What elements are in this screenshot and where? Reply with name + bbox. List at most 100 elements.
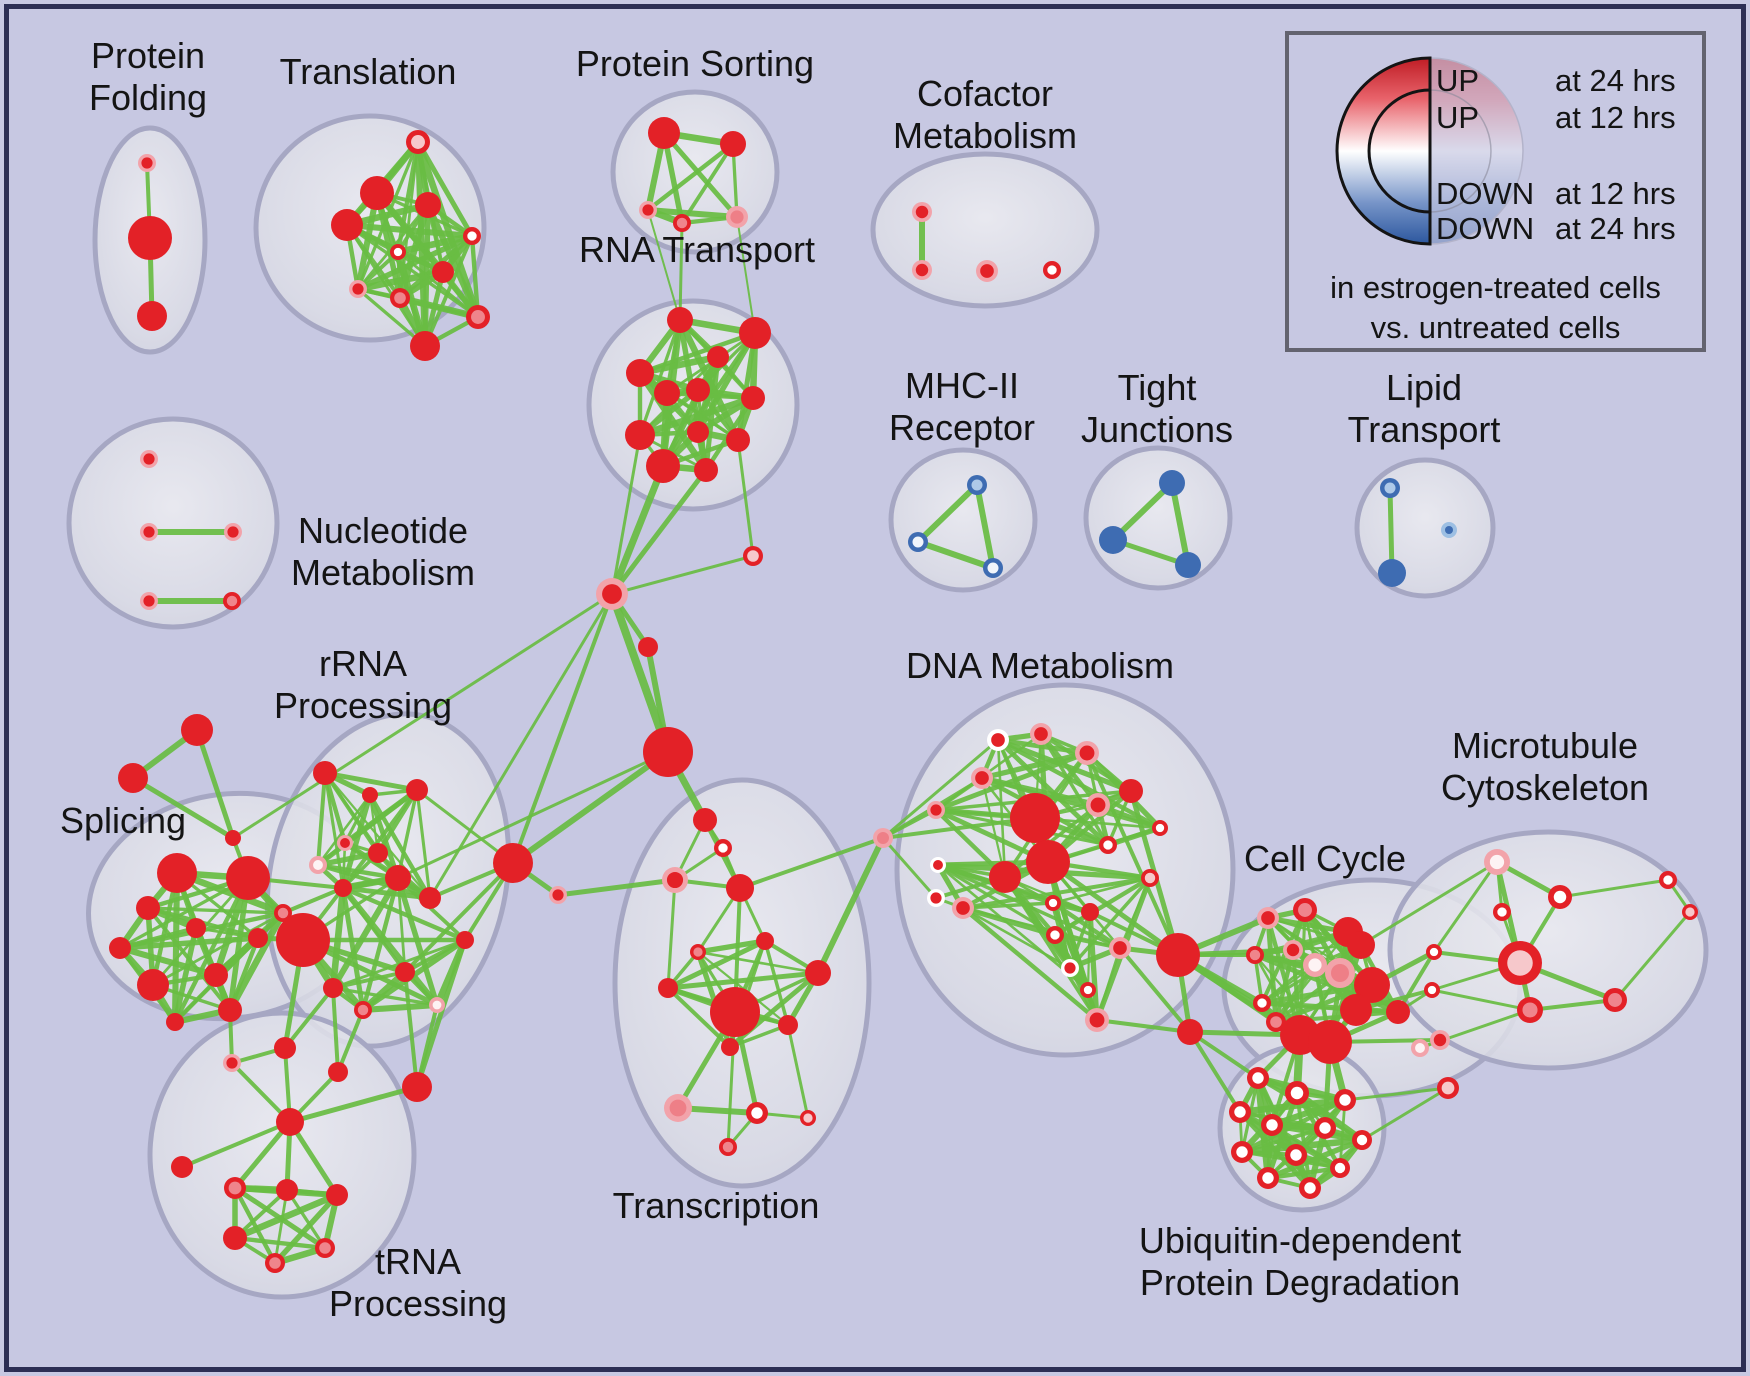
network-node-tn8 bbox=[326, 1184, 348, 1206]
network-node-rt4 bbox=[686, 378, 710, 402]
network-node-sp6 bbox=[204, 963, 228, 987]
network-node-core-dm18 bbox=[1083, 985, 1093, 995]
cluster-label-mhc: Receptor bbox=[889, 407, 1035, 448]
network-node-tg2 bbox=[225, 830, 241, 846]
network-node-ps0 bbox=[648, 117, 680, 149]
legend-direction-label: UP bbox=[1436, 100, 1480, 135]
network-edge bbox=[415, 788, 432, 900]
network-node-rt2 bbox=[626, 359, 654, 387]
network-node-rt1 bbox=[739, 317, 771, 349]
network-node-core-dm17 bbox=[1050, 930, 1060, 940]
network-node-dm6 bbox=[1026, 840, 1070, 884]
network-edge bbox=[339, 884, 441, 1009]
network-node-dm14 bbox=[1081, 903, 1099, 921]
network-edge bbox=[354, 268, 447, 293]
network-edge bbox=[1432, 860, 1499, 954]
network-edge bbox=[194, 727, 236, 841]
network-node-cc7 bbox=[1347, 931, 1375, 959]
network-edge bbox=[881, 738, 1000, 840]
cluster-label-cm: Metabolism bbox=[893, 115, 1077, 156]
network-node-core-tn6 bbox=[228, 1181, 242, 1195]
network-edge bbox=[396, 876, 407, 974]
network-edge bbox=[1038, 731, 1101, 808]
network-edge bbox=[116, 944, 220, 979]
network-node-core-lt1 bbox=[1445, 526, 1453, 534]
network-node-core-lt0 bbox=[1384, 482, 1396, 494]
network-edge bbox=[915, 539, 996, 571]
network-edge bbox=[118, 876, 250, 950]
network-edge bbox=[695, 938, 768, 955]
cluster-label-ub: Ubiquitin-dependent bbox=[1139, 1220, 1461, 1261]
network-node-core-cc3 bbox=[1286, 943, 1300, 957]
network-node-cc14 bbox=[1386, 1000, 1410, 1024]
legend-row: DOWN at 24 hrs bbox=[1289, 210, 1702, 248]
network-edge bbox=[403, 970, 419, 1089]
legend-donut-icon bbox=[1335, 56, 1524, 246]
network-edge bbox=[315, 850, 381, 868]
cluster-label-trn: Processing bbox=[329, 1283, 507, 1324]
network-node-tg1 bbox=[118, 763, 148, 793]
network-node-tx3 bbox=[726, 874, 754, 902]
cluster-ellipse-nm bbox=[66, 416, 280, 630]
network-node-core-rr4 bbox=[313, 860, 323, 870]
cluster-ellipse-mt bbox=[1387, 829, 1709, 1071]
network-node-rt5 bbox=[654, 380, 680, 406]
network-node-tx10 bbox=[721, 1038, 739, 1056]
network-node-core-ub9 bbox=[1262, 1172, 1274, 1184]
network-edge bbox=[415, 788, 515, 865]
network-node-core-t4 bbox=[467, 231, 477, 241]
network-node-core-ub11 bbox=[1304, 1182, 1316, 1194]
cluster-ellipse-lt bbox=[1354, 457, 1496, 599]
network-node-core-mt1 bbox=[1427, 985, 1437, 995]
network-node-core-mt0 bbox=[1429, 947, 1439, 957]
network-node-core-ps4 bbox=[730, 210, 744, 224]
network-node-core-tx14 bbox=[722, 1141, 734, 1153]
network-node-core-dm3 bbox=[975, 771, 989, 785]
network-edge bbox=[961, 906, 1072, 970]
network-edge bbox=[1087, 909, 1100, 1023]
network-edge bbox=[736, 438, 755, 558]
network-node-rt3 bbox=[707, 346, 729, 368]
network-node-core-rp0 bbox=[747, 550, 759, 562]
network-edge bbox=[146, 906, 285, 915]
network-node-tj1 bbox=[1099, 526, 1127, 554]
network-edge bbox=[1188, 1030, 1242, 1114]
network-node-rt10 bbox=[646, 449, 680, 483]
network-node-core-mt4 bbox=[1497, 907, 1507, 917]
network-edge bbox=[151, 911, 285, 987]
network-edge bbox=[227, 875, 251, 1013]
network-node-rt6 bbox=[741, 386, 765, 410]
cluster-label-tj: Tight bbox=[1118, 367, 1197, 408]
cluster-label-lt: Transport bbox=[1348, 409, 1501, 450]
network-edge bbox=[815, 835, 886, 976]
network-edge bbox=[786, 1023, 810, 1120]
network-node-rr12 bbox=[395, 962, 415, 982]
network-edge bbox=[510, 749, 671, 866]
network-node-rr15 bbox=[456, 931, 474, 949]
network-edge bbox=[396, 750, 670, 880]
legend-direction-label: UP bbox=[1436, 63, 1480, 98]
network-edge bbox=[915, 482, 980, 545]
network-node-core-mt2 bbox=[1489, 854, 1505, 870]
network-edge bbox=[331, 986, 340, 1074]
cluster-ellipse-trn bbox=[147, 1010, 417, 1300]
network-edge bbox=[696, 950, 820, 975]
network-edge bbox=[665, 970, 821, 991]
network-node-rr9 bbox=[276, 913, 330, 967]
cluster-label-mt: Microtubule bbox=[1452, 725, 1638, 766]
cluster-label-pf: Protein bbox=[91, 35, 205, 76]
cluster-label-nm: Metabolism bbox=[291, 552, 475, 593]
network-node-ps1 bbox=[720, 131, 746, 157]
network-edge bbox=[636, 394, 757, 439]
cluster-label-tr: Translation bbox=[280, 51, 457, 92]
network-node-tn7 bbox=[276, 1179, 298, 1201]
network-edge bbox=[272, 1192, 340, 1266]
network-node-core-tn10 bbox=[319, 1242, 331, 1254]
network-node-pf2 bbox=[137, 301, 167, 331]
network-node-cc12 bbox=[1308, 1020, 1352, 1064]
network-edge bbox=[329, 874, 402, 992]
network-node-tn3 bbox=[402, 1072, 432, 1102]
network-node-core-ub5 bbox=[1319, 1122, 1331, 1134]
network-edge bbox=[555, 877, 678, 898]
